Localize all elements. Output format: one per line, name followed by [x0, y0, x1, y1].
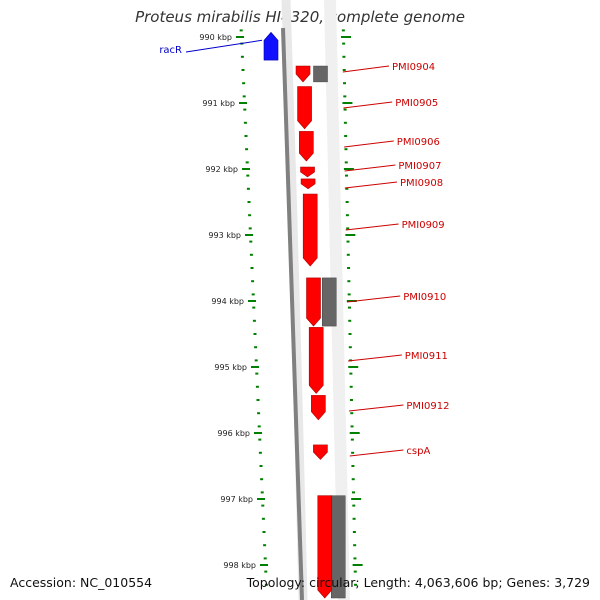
tick-label: 996 kbp [217, 429, 250, 438]
tick-label: 990 kbp [199, 33, 232, 42]
backbone-line [281, 27, 304, 600]
genome-title: Proteus mirabilis HI4320, complete genom… [135, 8, 465, 26]
tick-label: 991 kbp [202, 99, 235, 108]
gene-label: cspA [406, 446, 430, 457]
label-connector [349, 449, 404, 457]
label-connector [346, 295, 401, 303]
gene-PMI0906 [299, 131, 314, 162]
gene-PMI0907 [300, 166, 315, 178]
gene-PMI0911 [308, 327, 324, 394]
gene-label: PMI0904 [392, 62, 435, 73]
tick-label: 992 kbp [205, 165, 238, 174]
tick-label: 998 kbp [223, 561, 256, 570]
gene-label: PMI0905 [395, 98, 438, 109]
gene-PMI0910 [306, 277, 321, 327]
label-connector [348, 354, 402, 362]
gene-racR [263, 31, 279, 61]
topology-text: Topology: circular; Length: 4,063,606 bp… [246, 575, 590, 590]
tick-label: 994 kbp [211, 297, 244, 306]
scale-ruler: 990 kbp 991 kbp 992 kbp 993 kbp 994 kbp 995 k… [199, 29, 363, 586]
gene-PMI0904 [295, 65, 311, 83]
label-connector [344, 140, 394, 148]
gene-label: PMI0910 [403, 292, 446, 303]
gene-PMI0909 [302, 193, 318, 267]
gene-label: PMI0911 [405, 351, 448, 362]
label-connector [344, 181, 398, 189]
gene-label: PMI0906 [397, 137, 440, 148]
gene-label: PMI0909 [402, 220, 445, 231]
label-connector [348, 404, 404, 412]
gene-unlabeled [317, 495, 333, 599]
tick-label: 995 kbp [214, 363, 247, 372]
label-connector [185, 39, 263, 53]
label-connector [345, 223, 399, 231]
gene-track [263, 31, 333, 599]
label-connector [344, 164, 396, 172]
accession-text: Accession: NC_010554 [10, 575, 153, 590]
label-connector [342, 65, 390, 73]
label-connector [343, 101, 393, 109]
gene-labels: racR PMI0904 PMI0905 PMI0906 PMI0907 PMI0908 P… [159, 39, 449, 457]
gene-cspA [313, 444, 328, 460]
other-feature-block [313, 65, 328, 83]
other-feature-block [322, 277, 337, 327]
gene-PMI0912 [311, 395, 326, 421]
tick-label: 993 kbp [208, 231, 241, 240]
gene-label: racR [159, 45, 182, 56]
gene-label: PMI0908 [400, 178, 443, 189]
gene-PMI0908 [300, 178, 316, 190]
gene-label: PMI0912 [406, 401, 449, 412]
gene-label: PMI0907 [398, 161, 441, 172]
tick-label: 997 kbp [220, 495, 253, 504]
gene-PMI0905 [297, 86, 312, 130]
backbone-circle-arc [281, 27, 304, 600]
